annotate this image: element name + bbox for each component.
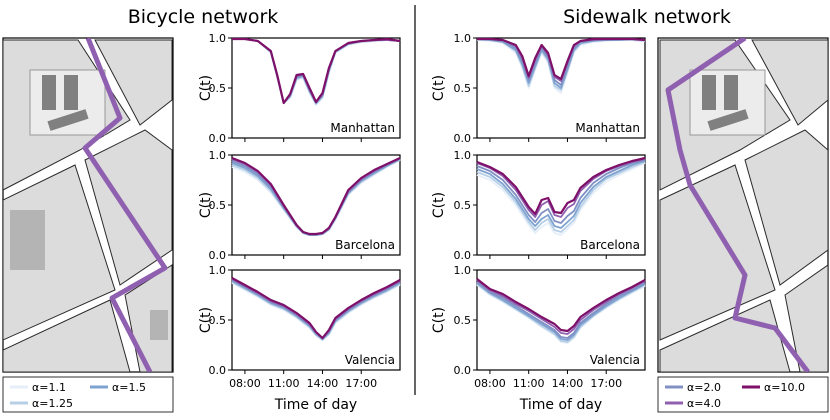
ylabel: C(t) [431,192,447,218]
legend-label: α=1.1 [32,381,66,394]
series-line [476,161,646,233]
series-line [232,38,401,106]
series-line [477,37,646,81]
ylabel: C(t) [431,307,447,333]
panel-sidewalk-valencia: Valencia [476,269,646,371]
x-tick-label: 08:00 [229,377,261,390]
y-tick-label: 1.0 [454,264,472,277]
legend-sidewalk: α=2.0 α=10.0 α=4.0 [657,376,829,413]
series-line [476,282,646,341]
city-label: Valencia [590,353,640,367]
title-bicycle: Bicycle network [128,6,279,28]
y-tick-label: 0.0 [209,364,227,377]
series-line [231,156,401,236]
sidewalk-map [657,37,829,373]
legend-label: α=10.0 [764,381,805,394]
legend-label: α=1.25 [32,397,73,410]
y-tick-label: 0.5 [454,199,472,212]
city-label: Manhattan [330,121,395,135]
series-line [476,279,646,335]
series-line [232,38,401,104]
series-line [476,156,646,216]
x-tick-label: 14:00 [552,377,584,390]
panel-bicycle-manhattan: Manhattan [231,37,401,139]
y-tick-label: 0.0 [454,132,472,145]
legend-label: α=4.0 [687,397,721,410]
x-tick-label: 17:00 [590,377,622,390]
series-line [231,278,401,339]
series-line [232,37,401,105]
ylabel: C(t) [198,75,214,101]
xlabel: Time of day [519,397,602,413]
ylabel: C(t) [198,192,214,218]
y-tick-label: 0.5 [209,314,227,327]
bicycle-map [2,37,174,373]
y-tick-label: 0.0 [209,132,227,145]
series-line [232,38,401,104]
panel-bicycle-valencia: Valencia [231,269,401,371]
ylabel: C(t) [431,75,447,101]
series-line [476,278,646,333]
y-tick-label: 1.0 [209,149,227,162]
city-label: Valencia [345,353,395,367]
series-line [232,38,401,105]
y-tick-label: 1.0 [454,149,472,162]
x-tick-label: 17:00 [345,377,377,390]
y-tick-label: 0.5 [209,82,227,95]
y-tick-label: 1.0 [209,32,227,45]
y-tick-label: 0.0 [454,364,472,377]
city-label: Barcelona [580,238,640,252]
series-line [476,160,646,229]
series-line [231,277,401,340]
y-tick-label: 1.0 [209,264,227,277]
legend-label: α=2.0 [687,381,721,394]
y-tick-label: 0.0 [209,249,227,262]
y-tick-label: 0.5 [454,314,472,327]
y-tick-label: 0.0 [454,249,472,262]
series-line [476,281,646,339]
x-tick-label: 11:00 [513,377,545,390]
legend-label: α=1.5 [112,381,146,394]
title-sidewalk: Sidewalk network [563,6,731,28]
series-line [477,38,646,82]
series-line [476,162,646,236]
x-tick-label: 14:00 [307,377,339,390]
legend-bicycle: α=1.1 α=1.5 α=1.25 [2,376,174,413]
x-tick-label: 11:00 [268,377,300,390]
series-line [232,38,401,104]
ylabel: C(t) [198,307,214,333]
chart-marks: 0.0 0.5 1.0 0.0 0.5 1.0 0.0 0.5 1.0 08:00 11:00 14:… [209,32,646,390]
y-tick-label: 0.5 [209,199,227,212]
x-tick-label: 08:00 [474,377,506,390]
series-line [476,159,646,224]
y-tick-label: 0.5 [454,82,472,95]
xlabel: Time of day [274,397,357,413]
city-label: Manhattan [575,121,640,135]
y-tick-label: 1.0 [454,32,472,45]
city-label: Barcelona [335,238,395,252]
